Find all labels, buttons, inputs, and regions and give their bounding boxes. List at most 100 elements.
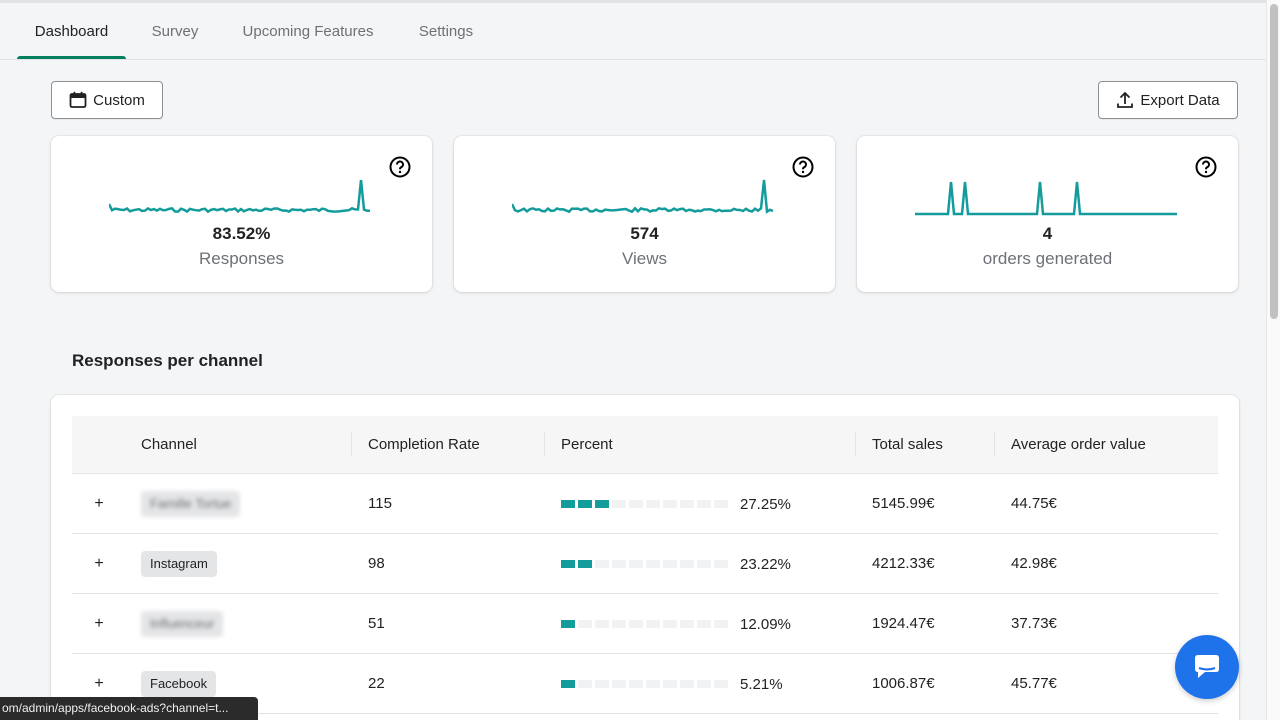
percent-bar-segment (595, 560, 609, 568)
percent-bar-segment (629, 560, 643, 568)
percent-bar-segment (612, 620, 626, 628)
completion-rate-cell: 51 (368, 615, 385, 632)
tab-bar: Dashboard Survey Upcoming Features Setti… (0, 3, 1266, 60)
percent-bar-segment (680, 680, 694, 688)
percent-bar-segment (578, 680, 592, 688)
channel-chip: Facebook (141, 671, 217, 697)
percent-bar-segment (578, 560, 592, 568)
percent-bar-segment (697, 500, 711, 508)
total-sales-cell: 1924.47€ (872, 615, 935, 632)
percent-bar-segment (646, 620, 660, 628)
percent-bar-segment (629, 620, 643, 628)
percent-bar-segment (578, 500, 592, 508)
percent-bar-segment (561, 680, 575, 688)
metric-card-orders: 4 orders generated (857, 136, 1238, 292)
percent-bar-segment (561, 500, 575, 508)
total-sales-cell: 4212.33€ (872, 555, 935, 572)
question-circle-icon[interactable] (389, 156, 411, 178)
percent-bar-segment (612, 680, 626, 688)
column-header-total-sales[interactable]: Total sales (872, 436, 943, 453)
page-scrollbar[interactable] (1266, 0, 1280, 720)
percent-bar-segment (663, 560, 677, 568)
chat-button[interactable] (1175, 635, 1239, 699)
table-row: + Facebook 22 5.21% 1006.87€ 45.77€ (72, 654, 1218, 714)
chat-bubble-icon (1195, 655, 1219, 678)
responses-value: 83.52% (212, 224, 271, 243)
percent-bar-segment (612, 560, 626, 568)
percent-bar-segment (612, 500, 626, 508)
percent-bar-segment (663, 680, 677, 688)
percent-bar (561, 500, 728, 508)
channel-chip: Instagram (141, 551, 217, 577)
percent-bar-segment (561, 560, 575, 568)
percent-bar (561, 560, 728, 568)
percent-bar-segment (595, 500, 609, 508)
tab-settings[interactable]: Settings (418, 23, 474, 40)
top-border (0, 0, 1266, 3)
channel-chip: Famille Tortue (141, 491, 241, 517)
table-row: + Influenceur 51 12.09% 1924.47€ 37.73€ (72, 594, 1218, 654)
question-circle-icon[interactable] (792, 156, 814, 178)
tab-survey[interactable]: Survey (151, 23, 199, 40)
column-header-percent[interactable]: Percent (561, 436, 613, 453)
percent-cell: 27.25% (740, 496, 791, 513)
question-circle-icon[interactable] (1195, 156, 1217, 178)
orders-value: 4 (1042, 224, 1053, 243)
percent-cell: 12.09% (740, 616, 791, 633)
responses-label: Responses (198, 249, 285, 268)
table-row: + Famille Tortue 115 27.25% 5145.99€ 44.… (72, 474, 1218, 534)
orders-sparkline (915, 181, 1177, 216)
percent-bar-segment (629, 680, 643, 688)
total-sales-cell: 1006.87€ (872, 675, 935, 692)
date-range-label: Custom (93, 91, 145, 109)
column-divider (351, 432, 352, 456)
orders-label: orders generated (982, 249, 1113, 268)
percent-bar-segment (697, 680, 711, 688)
export-data-label: Export Data (1140, 91, 1220, 109)
plus-icon[interactable]: + (94, 615, 104, 632)
upload-icon (1117, 91, 1134, 108)
percent-bar-segment (680, 620, 694, 628)
channel-chip: Influenceur (141, 611, 224, 637)
percent-bar-segment (646, 560, 660, 568)
percent-bar-segment (595, 620, 609, 628)
date-range-button[interactable]: Custom (51, 81, 163, 119)
responses-sparkline (109, 179, 371, 214)
channel-table-card: Channel Completion Rate Percent Total sa… (51, 395, 1239, 720)
column-divider (544, 432, 545, 456)
plus-icon[interactable]: + (94, 495, 104, 512)
percent-bar-segment (578, 620, 592, 628)
percent-bar-segment (714, 560, 728, 568)
percent-bar-segment (714, 680, 728, 688)
column-header-completion-rate[interactable]: Completion Rate (368, 436, 480, 453)
column-divider (855, 432, 856, 456)
completion-rate-cell: 98 (368, 555, 385, 572)
metric-card-views: 574 Views (454, 136, 835, 292)
percent-bar (561, 680, 728, 688)
views-label: Views (621, 249, 668, 268)
views-value: 574 (630, 224, 659, 243)
percent-bar-segment (680, 560, 694, 568)
column-header-channel[interactable]: Channel (141, 436, 197, 453)
percent-bar-segment (561, 620, 575, 628)
plus-icon[interactable]: + (94, 675, 104, 692)
scrollbar-thumb[interactable] (1270, 4, 1278, 319)
column-header-average-order-value[interactable]: Average order value (1011, 436, 1146, 453)
average-order-value-cell: 42.98€ (1011, 555, 1057, 572)
plus-icon[interactable]: + (94, 555, 104, 572)
percent-bar-segment (697, 560, 711, 568)
percent-bar-segment (714, 620, 728, 628)
percent-bar-segment (595, 680, 609, 688)
views-sparkline (512, 179, 774, 214)
export-data-button[interactable]: Export Data (1098, 81, 1238, 119)
tab-dashboard[interactable]: Dashboard (17, 3, 126, 59)
tab-upcoming-features[interactable]: Upcoming Features (242, 23, 374, 40)
percent-bar-segment (680, 500, 694, 508)
average-order-value-cell: 44.75€ (1011, 495, 1057, 512)
table-row: + Instagram 98 23.22% 4212.33€ 42.98€ (72, 534, 1218, 594)
percent-bar-segment (663, 500, 677, 508)
total-sales-cell: 5145.99€ (872, 495, 935, 512)
percent-cell: 23.22% (740, 556, 791, 573)
average-order-value-cell: 37.73€ (1011, 615, 1057, 632)
average-order-value-cell: 45.77€ (1011, 675, 1057, 692)
